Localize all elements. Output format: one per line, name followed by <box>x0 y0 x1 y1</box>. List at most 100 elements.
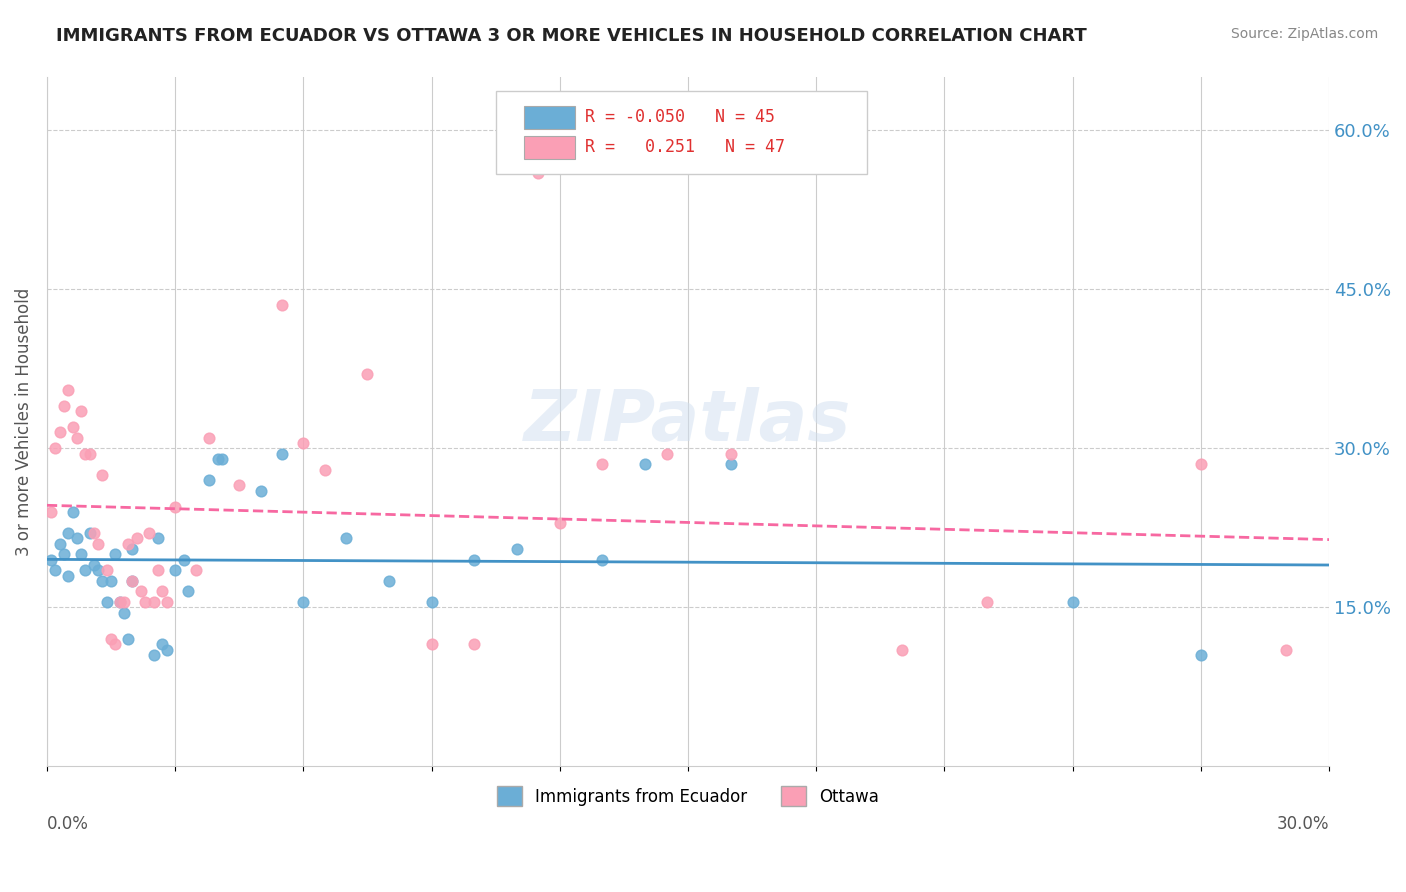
Point <box>125 532 148 546</box>
Point <box>720 457 742 471</box>
Point <box>66 532 89 546</box>
Point <box>142 648 165 662</box>
Point <box>198 473 221 487</box>
Point <box>83 558 105 572</box>
Point <box>48 425 70 440</box>
Point <box>186 563 208 577</box>
Point <box>87 537 110 551</box>
Point <box>1189 457 1212 471</box>
Point <box>117 537 139 551</box>
Point <box>173 552 195 566</box>
Point <box>211 452 233 467</box>
Point <box>378 574 401 588</box>
Point <box>53 547 76 561</box>
FancyBboxPatch shape <box>524 106 575 129</box>
Point <box>79 526 101 541</box>
Point <box>53 399 76 413</box>
Point <box>150 637 173 651</box>
Point <box>1275 642 1298 657</box>
Point <box>83 526 105 541</box>
Point <box>720 447 742 461</box>
Point <box>198 431 221 445</box>
Point <box>155 595 177 609</box>
Point <box>228 478 250 492</box>
Point <box>70 547 93 561</box>
Point <box>146 563 169 577</box>
Point <box>634 457 657 471</box>
Text: IMMIGRANTS FROM ECUADOR VS OTTAWA 3 OR MORE VEHICLES IN HOUSEHOLD CORRELATION CH: IMMIGRANTS FROM ECUADOR VS OTTAWA 3 OR M… <box>56 27 1087 45</box>
Point <box>249 483 271 498</box>
Point <box>1062 595 1084 609</box>
Text: R =   0.251   N = 47: R = 0.251 N = 47 <box>585 138 786 156</box>
Point <box>592 457 614 471</box>
Point <box>420 595 443 609</box>
Point <box>121 574 143 588</box>
Point <box>62 505 84 519</box>
Point <box>592 552 614 566</box>
Text: 0.0%: 0.0% <box>46 814 89 832</box>
Point <box>108 595 131 609</box>
Point <box>58 568 80 582</box>
Text: Source: ZipAtlas.com: Source: ZipAtlas.com <box>1230 27 1378 41</box>
Point <box>356 367 378 381</box>
Point <box>129 584 152 599</box>
Legend: Immigrants from Ecuador, Ottawa: Immigrants from Ecuador, Ottawa <box>491 780 886 814</box>
Point <box>58 526 80 541</box>
Point <box>548 516 571 530</box>
Point <box>75 563 97 577</box>
Point <box>890 642 912 657</box>
Point <box>104 547 127 561</box>
Point <box>207 452 229 467</box>
Point <box>271 447 294 461</box>
Point <box>177 584 200 599</box>
Point <box>44 563 66 577</box>
Point <box>138 526 160 541</box>
Point <box>70 404 93 418</box>
Point <box>134 595 156 609</box>
Point <box>96 595 118 609</box>
Point <box>66 431 89 445</box>
Point <box>100 632 122 647</box>
Point <box>96 563 118 577</box>
Point <box>420 637 443 651</box>
Point <box>292 595 315 609</box>
Point <box>165 500 187 514</box>
FancyBboxPatch shape <box>524 136 575 159</box>
Point <box>48 537 70 551</box>
Text: 30.0%: 30.0% <box>1277 814 1329 832</box>
Point <box>165 563 187 577</box>
Point <box>463 552 485 566</box>
Point <box>117 632 139 647</box>
Point <box>1189 648 1212 662</box>
Point <box>75 447 97 461</box>
Point <box>62 420 84 434</box>
Text: R = -0.050   N = 45: R = -0.050 N = 45 <box>585 109 775 127</box>
Point <box>108 595 131 609</box>
Point <box>91 574 114 588</box>
Point <box>58 383 80 397</box>
FancyBboxPatch shape <box>496 91 868 174</box>
Point <box>335 532 357 546</box>
Point <box>87 563 110 577</box>
Point <box>976 595 998 609</box>
Point <box>121 542 143 557</box>
Point <box>121 574 143 588</box>
Point <box>292 436 315 450</box>
Point <box>271 298 294 312</box>
Point <box>314 462 336 476</box>
Point <box>155 642 177 657</box>
Point <box>91 467 114 482</box>
Point <box>463 637 485 651</box>
Point <box>112 595 135 609</box>
Point <box>655 447 678 461</box>
Point <box>506 542 529 557</box>
Point <box>146 532 169 546</box>
Point <box>104 637 127 651</box>
Y-axis label: 3 or more Vehicles in Household: 3 or more Vehicles in Household <box>15 288 32 556</box>
Point <box>44 442 66 456</box>
Point <box>100 574 122 588</box>
Point <box>112 606 135 620</box>
Point <box>150 584 173 599</box>
Point <box>79 447 101 461</box>
Point <box>142 595 165 609</box>
